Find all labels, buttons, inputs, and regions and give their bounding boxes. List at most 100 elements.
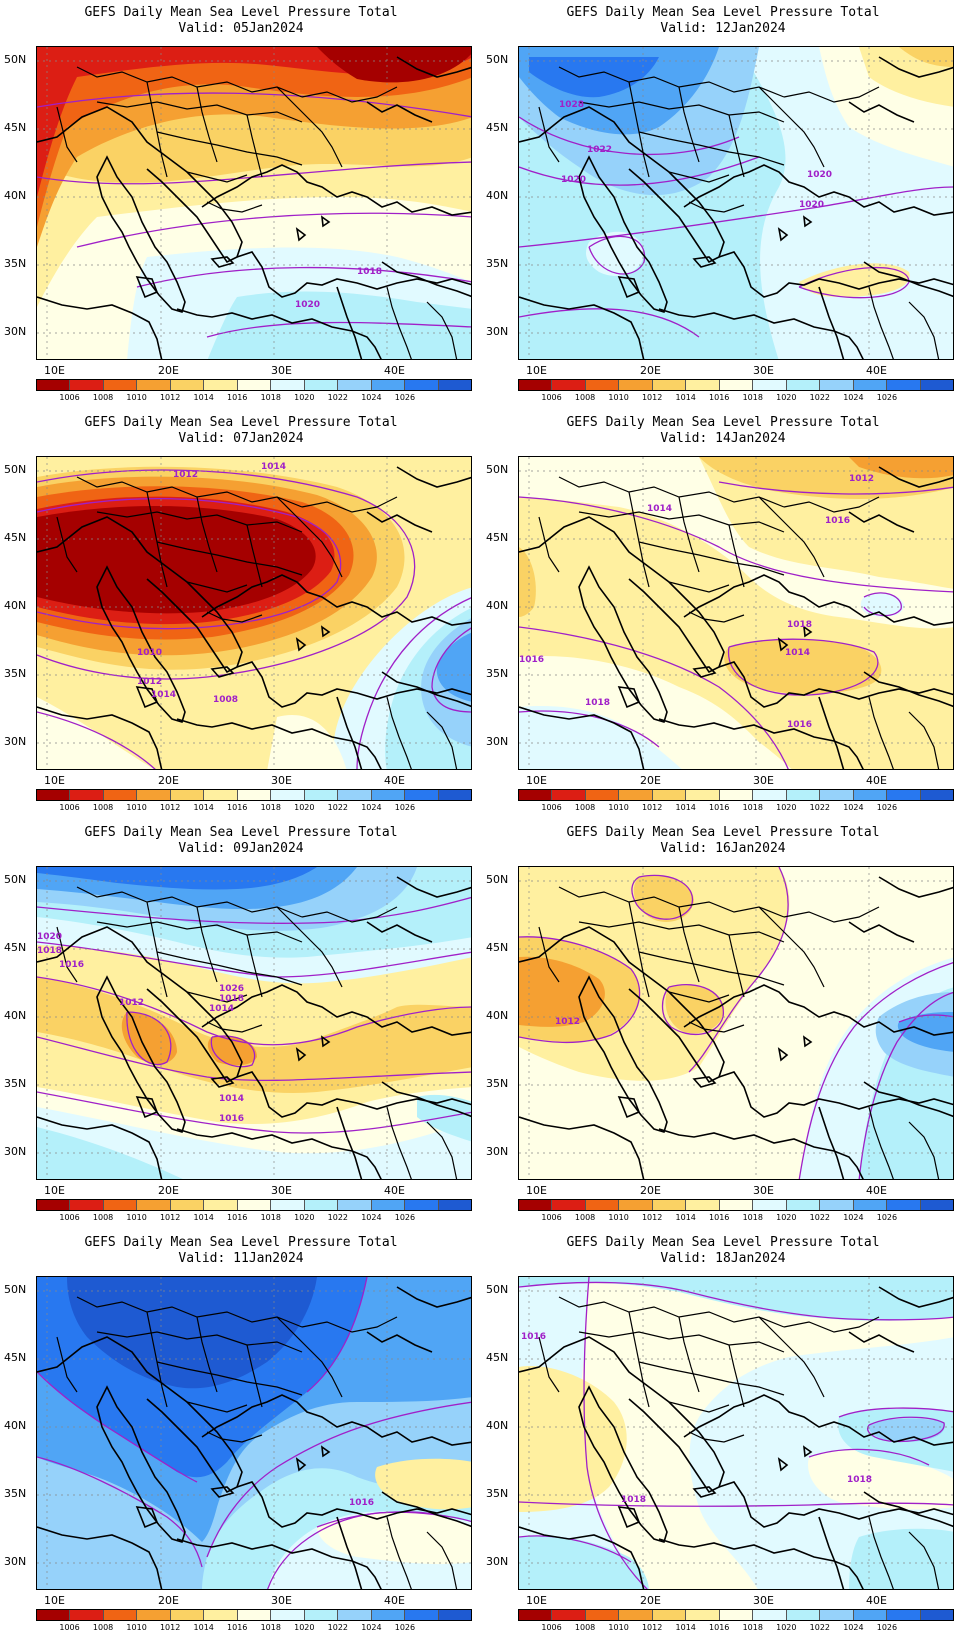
colorbar-swatch — [438, 790, 472, 800]
country-border — [246, 114, 263, 178]
colorbar-label: 1018 — [742, 1213, 763, 1222]
country-border — [386, 1106, 412, 1179]
pressure-band — [724, 638, 882, 694]
y-tick-label: 50N — [4, 873, 27, 886]
x-tick-label: 40E — [384, 364, 405, 377]
isobar-line — [306, 1277, 368, 1393]
colorbar-label: 1024 — [843, 803, 864, 812]
country-border — [538, 926, 560, 983]
coastline — [803, 1445, 813, 1458]
contour-label: 1012 — [137, 677, 162, 687]
pressure-band — [436, 632, 471, 702]
y-tick-label: 30N — [486, 1555, 509, 1568]
country-border — [868, 1516, 894, 1589]
map-svg: 1014 1012 1010 1012 1014 1008 — [37, 457, 471, 769]
colorbar-label: 1008 — [92, 803, 114, 812]
country-border — [538, 106, 560, 163]
x-tick-label: 10E — [526, 364, 547, 377]
contour-label: 1016 — [219, 1114, 244, 1124]
coastline — [176, 1128, 382, 1179]
coastline — [37, 706, 163, 769]
isobar-line — [206, 321, 471, 338]
contour-label: 1014 — [209, 1004, 234, 1014]
colorbar-swatch — [719, 380, 754, 390]
colorbar-label: 1006 — [541, 1623, 562, 1632]
contour-label: 1016 — [787, 720, 812, 730]
colorbar-swatch — [585, 1610, 620, 1620]
colorbar-label: 1018 — [260, 1623, 281, 1632]
country-border — [728, 524, 745, 588]
colorbar-label: 1006 — [59, 1623, 80, 1632]
x-tick-label: 30E — [753, 1184, 774, 1197]
country-border — [538, 516, 560, 573]
contour-label: 1014 — [647, 504, 672, 514]
coastline — [818, 1106, 845, 1179]
colorbar-label: 1022 — [809, 1213, 831, 1222]
colorbar-swatch — [920, 380, 954, 390]
isobar-line — [431, 627, 471, 713]
colorbar-swatch — [37, 1610, 71, 1620]
country-border — [908, 711, 940, 769]
country-border — [301, 1316, 398, 1333]
coastline — [37, 296, 163, 359]
colorbar-swatch — [137, 1200, 171, 1210]
colorbar-label: 1020 — [294, 803, 315, 812]
coastline — [321, 1445, 331, 1458]
coastline — [381, 1491, 471, 1528]
country-border — [538, 1336, 560, 1393]
contour-label: 1018 — [219, 994, 244, 1004]
map-svg: 1012 1014 1016 1018 1014 1016 1018 1016 — [519, 457, 953, 769]
y-tick-label: 35N — [486, 667, 509, 680]
colorbar-label: 1006 — [59, 803, 80, 812]
y-tick-label: 35N — [4, 1487, 27, 1500]
colorbar — [518, 789, 954, 801]
contour-label: 1020 — [295, 300, 320, 310]
country-border — [426, 1121, 458, 1179]
country-border — [868, 286, 894, 359]
colorbar-swatch — [371, 1610, 406, 1620]
x-tick-label: 30E — [271, 364, 292, 377]
colorbar-swatch — [338, 1200, 372, 1210]
panel-title: GEFS Daily Mean Sea Level Pressure Total — [84, 5, 398, 20]
country-border — [196, 906, 218, 983]
colorbar-swatch — [820, 1610, 854, 1620]
colorbar-swatch — [619, 1200, 653, 1210]
country-border — [76, 66, 303, 98]
isobar-line — [519, 156, 760, 186]
contour-label: 1020 — [807, 170, 832, 180]
colorbar-label: 1012 — [159, 1213, 181, 1222]
colorbar-label: 1014 — [675, 393, 696, 402]
colorbar — [518, 1609, 954, 1621]
country-border — [426, 1531, 458, 1589]
colorbar-swatch — [237, 380, 272, 390]
coastline — [336, 696, 363, 769]
country-border — [426, 301, 458, 359]
coastline — [201, 164, 471, 216]
colorbar-swatch — [271, 1610, 305, 1620]
country-border — [206, 1431, 263, 1443]
colorbar-label: 1014 — [193, 1213, 214, 1222]
panel-valid-date: Valid: 11Jan2024 — [178, 1251, 304, 1266]
pressure-band — [37, 505, 316, 614]
colorbar-label: 1016 — [227, 803, 248, 812]
colorbar-label: 1026 — [394, 393, 416, 402]
colorbar-swatch — [70, 1200, 104, 1210]
colorbar-label: 1022 — [327, 393, 349, 402]
isobar-line — [838, 1407, 953, 1418]
colorbar-swatch — [137, 790, 171, 800]
panel-valid-date: Valid: 18Jan2024 — [660, 1251, 786, 1266]
coastline — [578, 1385, 668, 1543]
panel-valid-date: Valid: 14Jan2024 — [660, 431, 786, 446]
colorbar-swatch — [853, 1610, 888, 1620]
x-tick-label: 10E — [44, 364, 65, 377]
pressure-band — [519, 706, 682, 769]
colorbar-swatch — [853, 790, 888, 800]
y-tick-label: 40N — [4, 189, 27, 202]
isobar-line — [519, 496, 953, 593]
coastline — [135, 686, 159, 709]
x-tick-label: 10E — [526, 1184, 547, 1197]
y-tick-label: 30N — [4, 325, 27, 338]
x-tick-label: 40E — [866, 774, 887, 787]
colorbar-swatch — [820, 1200, 854, 1210]
coastline — [658, 1538, 864, 1589]
